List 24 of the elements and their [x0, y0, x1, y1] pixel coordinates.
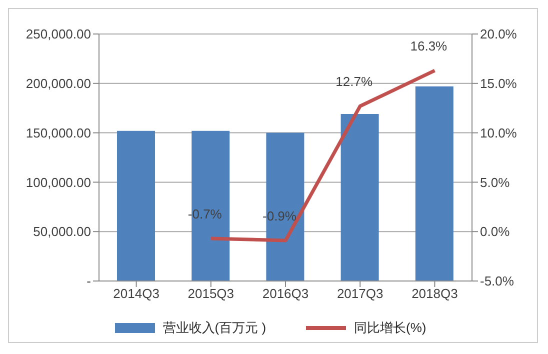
legend-label: 营业收入(百万元 )	[162, 319, 266, 337]
data-label: 12.7%	[336, 74, 373, 90]
x-tick-label: 2016Q3	[262, 286, 309, 302]
y-tick-label: -	[86, 274, 91, 289]
bar	[340, 114, 379, 281]
legend-label: 同比增长(%)	[354, 319, 426, 337]
y-tick-label: 150,000.00	[26, 125, 91, 140]
bar	[415, 86, 454, 281]
y2-tick-label: 5.0%	[480, 174, 510, 190]
y2-tick-label: -5.0%	[480, 274, 514, 289]
y2-tick-label: 10.0%	[480, 125, 518, 140]
x-tick-label: 2015Q3	[188, 286, 234, 302]
y-tick-label: 100,000.00	[26, 174, 91, 190]
x-tick-label: 2014Q3	[113, 286, 160, 302]
x-tick-label: 2017Q3	[336, 286, 384, 302]
y-tick-label: 250,000.00	[26, 26, 91, 42]
y-tick-label: 50,000.00	[33, 224, 91, 240]
y2-tick-label: 15.0%	[480, 76, 518, 92]
data-label: 16.3%	[410, 38, 448, 54]
y-tick-label: 200,000.00	[26, 76, 91, 92]
y2-tick-label: 0.0%	[480, 224, 510, 240]
x-tick-label: 2018Q3	[412, 286, 458, 302]
y2-tick-label: 20.0%	[480, 26, 518, 42]
bar	[117, 130, 155, 281]
